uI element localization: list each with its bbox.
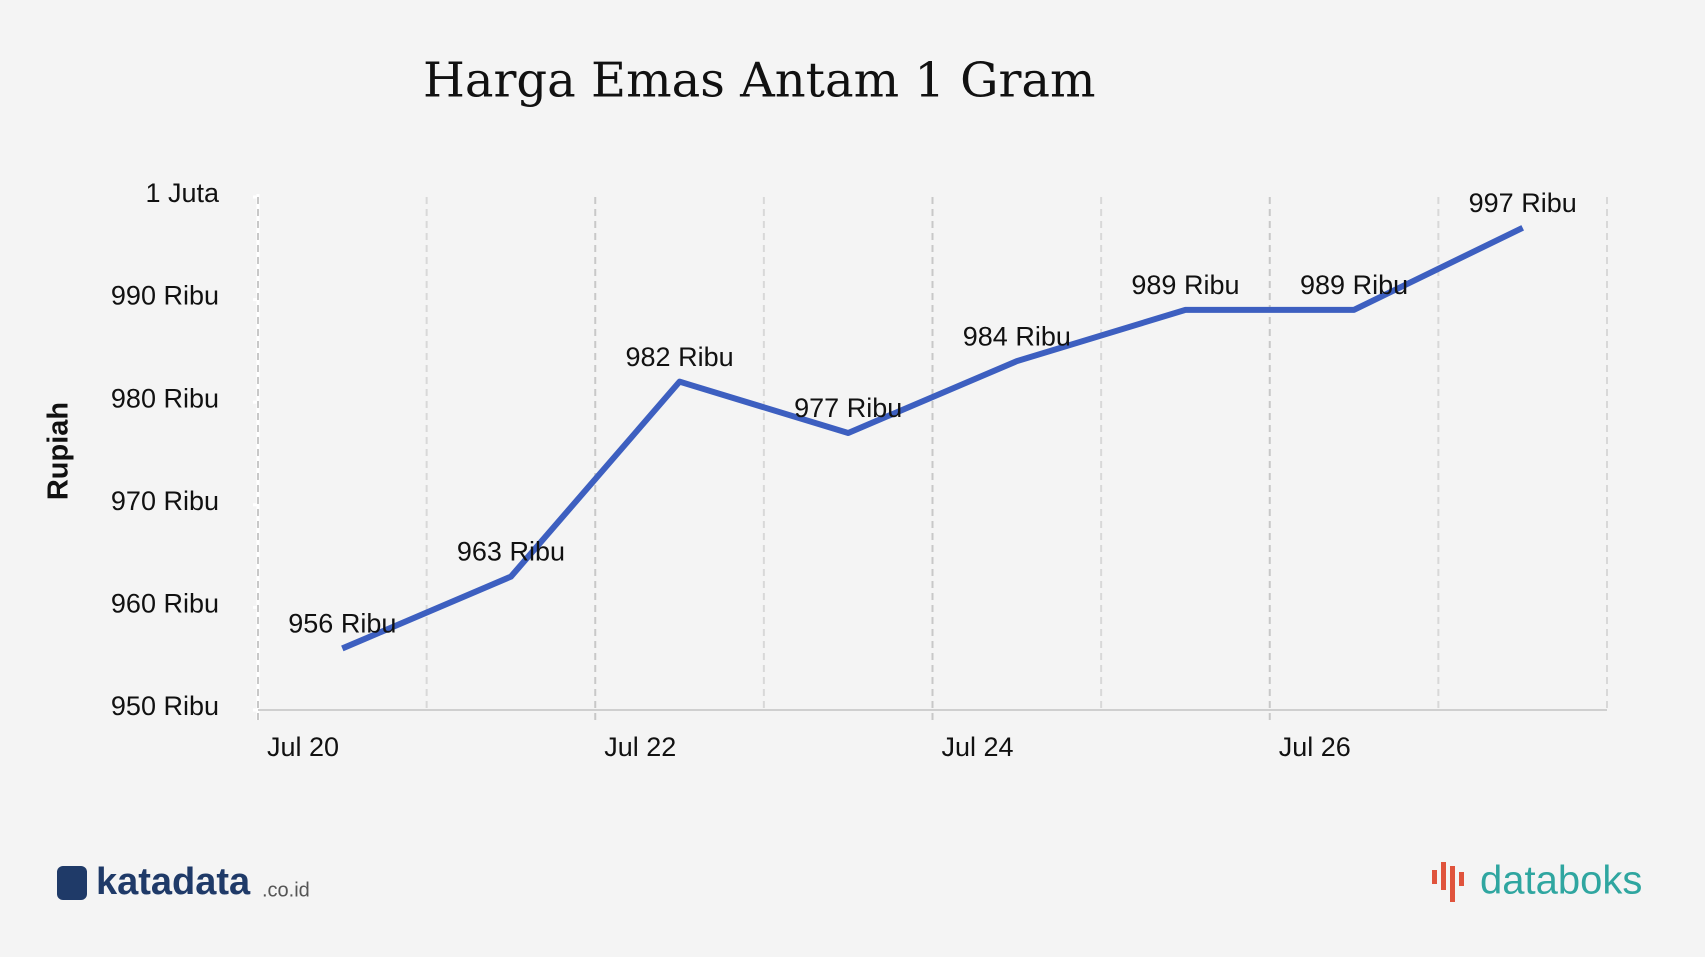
logo-text: databoks [1480, 859, 1642, 903]
y-tick-label: 970 Ribu [111, 486, 219, 516]
databoks-logo: databoks [1432, 859, 1642, 903]
y-tick-label: 950 Ribu [111, 691, 219, 721]
x-tick-label: Jul 26 [1279, 732, 1351, 762]
y-tick-label: 990 Ribu [111, 281, 219, 311]
data-label: 963 Ribu [457, 537, 565, 567]
x-tick-label: Jul 22 [604, 732, 676, 762]
y-tick-label: 960 Ribu [111, 589, 219, 619]
y-axis-label: Rupiah [43, 402, 75, 500]
data-label: 984 Ribu [963, 321, 1071, 351]
line [341, 225, 1525, 652]
y-tick-label: 1 Juta [145, 178, 220, 208]
data-label: 956 Ribu [288, 609, 396, 639]
logo-text: katadata [96, 861, 251, 903]
katadata-logo: katadata .co.id [57, 861, 310, 903]
logo-mark [1432, 870, 1437, 884]
data-label: 977 Ribu [794, 393, 902, 423]
logo-mark [1441, 862, 1446, 890]
data-label: 997 Ribu [1469, 188, 1577, 218]
logo-suffix: .co.id [262, 879, 310, 901]
x-tick-label: Jul 20 [267, 732, 339, 762]
logo-mark [1459, 872, 1464, 886]
data-label: 989 Ribu [1131, 270, 1239, 300]
y-tick-label: 980 Ribu [111, 383, 219, 413]
data-label: 982 Ribu [626, 342, 734, 372]
logo-mark [57, 866, 87, 900]
logo-mark [1450, 866, 1455, 902]
x-tick-label: Jul 24 [942, 732, 1014, 762]
chart-title: Harga Emas Antam 1 Gram [423, 53, 1096, 109]
data-label: 989 Ribu [1300, 270, 1408, 300]
